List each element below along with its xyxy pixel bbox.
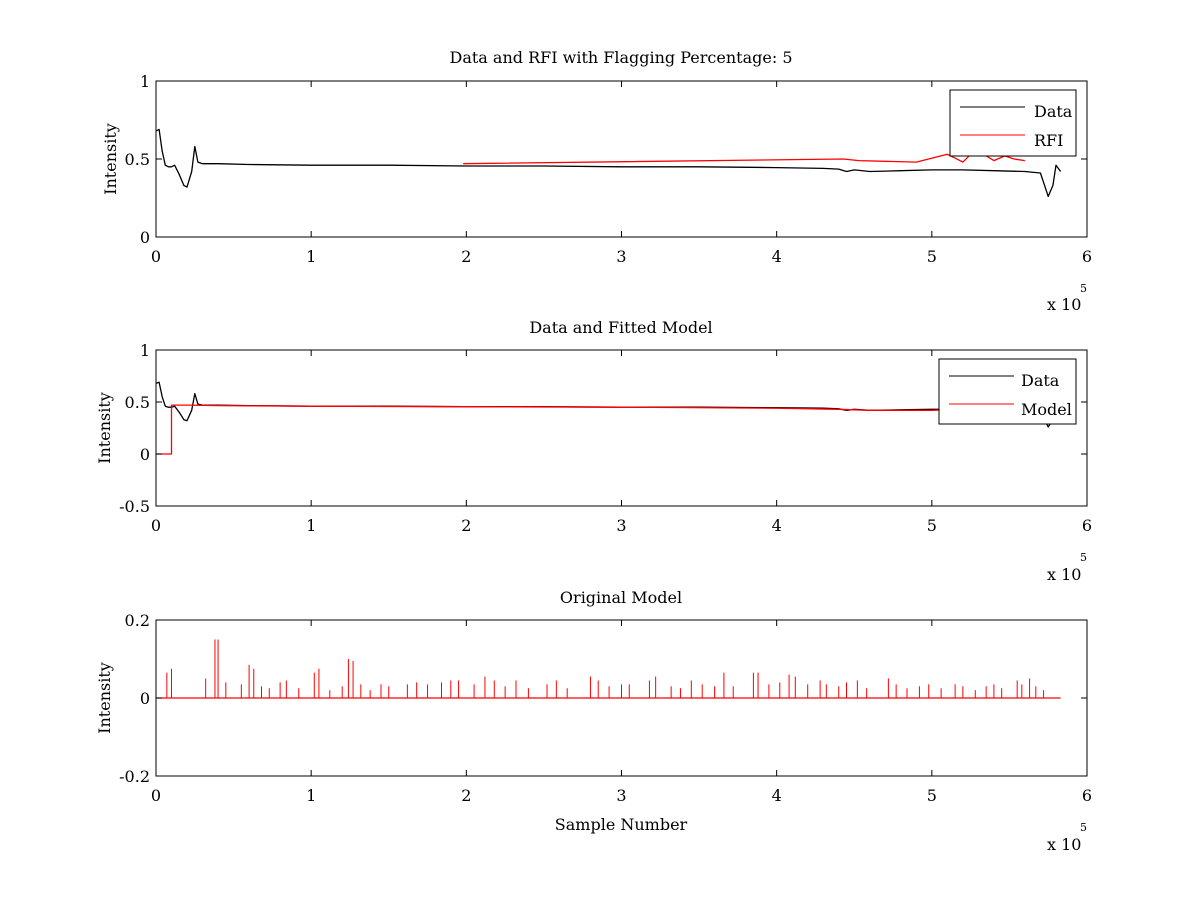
x-tick-label: 0 — [151, 516, 161, 535]
y-tick-label: 0 — [140, 689, 150, 708]
panel-data-model: Data and Fitted Model Intensity 0 1 2 3 4 5 6 -… — [95, 318, 1092, 584]
y-tick-label: 0.5 — [125, 393, 150, 412]
chart-title: Original Model — [560, 588, 682, 607]
x-tick-label: 2 — [461, 247, 471, 266]
x-exponent: 5 — [1080, 821, 1087, 834]
y-axis-label: Intensity — [95, 662, 114, 734]
x-tick-label: 6 — [1082, 247, 1092, 266]
y-tick-label: 0.5 — [125, 150, 150, 169]
x-axis-label: Sample Number — [555, 815, 688, 834]
x-tick-label: 5 — [927, 516, 937, 535]
chart-title: Data and RFI with Flagging Percentage: 5 — [449, 48, 792, 67]
y-tick-label: 1 — [140, 72, 150, 91]
series-line-data — [155, 128, 1062, 198]
x-multiplier: x 10 — [1047, 565, 1081, 584]
panel-data-rfi: Data and RFI with Flagging Percentage: 5… — [101, 48, 1092, 314]
y-tick-label: 0.2 — [125, 611, 150, 630]
x-tick-label: 2 — [461, 516, 471, 535]
x-tick-label: 1 — [306, 786, 316, 805]
plot-frame — [155, 349, 1088, 507]
legend: Data RFI — [949, 89, 1077, 157]
x-multiplier: x 10 — [1047, 295, 1081, 314]
legend: Data Model — [938, 358, 1077, 425]
x-tick-label: 5 — [927, 786, 937, 805]
y-axis-label: Intensity — [101, 123, 120, 195]
x-tick-label: 4 — [772, 516, 782, 535]
x-tick-label: 1 — [306, 247, 316, 266]
x-tick-label: 6 — [1082, 516, 1092, 535]
legend-label-data: Data — [1034, 102, 1073, 121]
x-exponent: 5 — [1080, 551, 1087, 564]
series-line-model — [156, 404, 963, 455]
y-axis-label: Intensity — [95, 392, 114, 464]
y-tick-label: 0 — [140, 445, 150, 464]
x-tick-label: 2 — [461, 786, 471, 805]
x-exponent: 5 — [1080, 282, 1087, 295]
chart-title: Data and Fitted Model — [529, 318, 712, 337]
legend-label-model: Model — [1021, 400, 1072, 419]
x-tick-label: 3 — [616, 516, 626, 535]
plot-frame — [155, 80, 1088, 238]
x-tick-label: 6 — [1082, 786, 1092, 805]
y-tick-label: 0 — [140, 228, 150, 247]
x-tick-label: 0 — [151, 786, 161, 805]
x-tick-label: 4 — [772, 247, 782, 266]
legend-label-data: Data — [1021, 371, 1060, 390]
y-tick-label: -0.2 — [119, 767, 150, 786]
x-multiplier: x 10 — [1047, 835, 1081, 854]
x-tick-label: 5 — [927, 247, 937, 266]
x-tick-label: 1 — [306, 516, 316, 535]
x-tick-label: 4 — [772, 786, 782, 805]
x-tick-label: 0 — [151, 247, 161, 266]
x-tick-label: 3 — [616, 786, 626, 805]
x-tick-label: 3 — [616, 247, 626, 266]
plot-frame — [155, 619, 1088, 777]
y-tick-label: 1 — [140, 341, 150, 360]
y-tick-label: -0.5 — [119, 497, 150, 516]
legend-label-rfi: RFI — [1034, 131, 1063, 150]
panel-original-model: Original Model Intensity 0 1 2 3 4 5 6-0.200.2… — [95, 588, 1092, 854]
